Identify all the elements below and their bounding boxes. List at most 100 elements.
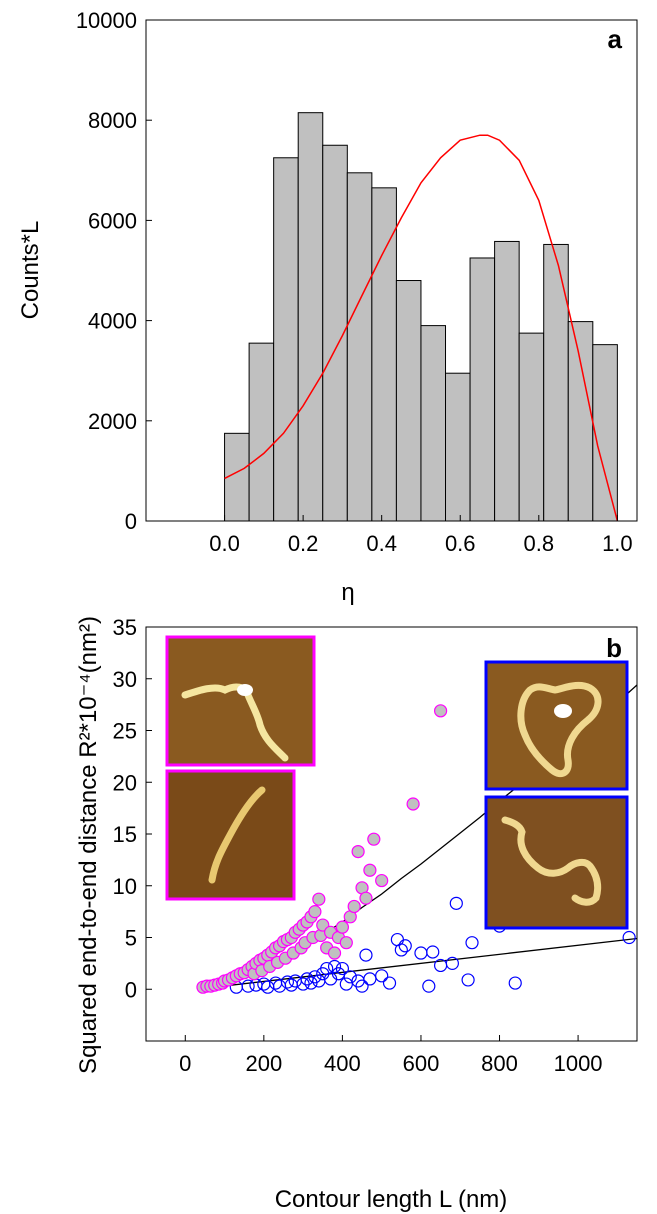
afm-bright-spot [554, 704, 572, 718]
y-tick-label: 20 [113, 770, 137, 795]
x-ticks-b: 0 200 400 600 800 1000 [179, 1035, 603, 1076]
scatter-point-blue [449, 896, 463, 910]
scatter-point-blue [414, 946, 428, 960]
y-tick-label: 6000 [88, 208, 137, 233]
y-axis-label-b: Squared end-to-end distance R²*10⁻⁴(nm²) [75, 616, 102, 1074]
x-tick-label: 0.8 [524, 531, 555, 556]
x-tick-label: 0.6 [445, 531, 476, 556]
scatter-point-magenta [367, 832, 381, 846]
scatter-point-magenta [308, 905, 322, 919]
y-tick-label: 15 [113, 822, 137, 847]
histogram-bar [371, 187, 397, 522]
scatter-point-magenta [312, 892, 326, 906]
y-tick-label: 30 [113, 667, 137, 692]
x-tick-label: 1.0 [602, 531, 633, 556]
afm-inset-image [165, 769, 296, 901]
y-tick-label: 8000 [88, 108, 137, 133]
histogram-bar [420, 325, 447, 522]
scatter-point-blue [335, 961, 349, 976]
scatter-panel: b 0 5 10 15 20 25 30 35 0 200 400 600 800 1000 Conto… [75, 615, 638, 1213]
histogram-bar [248, 342, 275, 522]
scatter-point-blue [508, 976, 522, 990]
y-ticks-b: 0 5 10 15 20 25 30 35 [113, 615, 152, 1002]
x-tick-label: 1000 [554, 1051, 603, 1076]
scatter-point-blue [363, 972, 377, 986]
scatter-point-blue [382, 976, 397, 990]
scatter-point-blue [422, 979, 436, 993]
histogram-bar [395, 280, 422, 522]
y-tick-label: 0 [125, 977, 137, 1002]
histogram-bars [224, 112, 618, 522]
scatter-point-blue [461, 973, 475, 987]
afm-insets [165, 635, 629, 930]
histogram-bar [543, 243, 569, 522]
y-tick-label: 4000 [88, 309, 137, 334]
histogram-bar [494, 240, 520, 522]
scatter-point-magenta [335, 920, 349, 934]
y-tick-label: 10 [113, 874, 137, 899]
histogram-bar [592, 344, 618, 522]
x-axis-label-a: η [341, 579, 354, 606]
scatter-point-blue [308, 970, 322, 984]
x-tick-label: 0.0 [209, 531, 240, 556]
scatter-point-blue [257, 977, 271, 991]
x-tick-label: 0 [179, 1051, 191, 1076]
scatter-point-magenta [363, 863, 377, 877]
x-tick-label: 200 [245, 1051, 282, 1076]
x-tick-label: 800 [481, 1051, 518, 1076]
scatter-point-blue [355, 979, 369, 993]
y-tick-label: 35 [113, 615, 137, 640]
afm-molecule-trace [501, 816, 602, 906]
y-ticks-a: 0 2000 4000 6000 8000 10000 [76, 8, 152, 534]
histogram-bar [469, 257, 496, 522]
scatter-point-blue [343, 970, 357, 984]
plot-frame-a [145, 19, 638, 522]
x-tick-label: 400 [324, 1051, 361, 1076]
afm-molecule-trace [208, 786, 266, 884]
scatter-point-blue [359, 948, 373, 962]
scatter-point-magenta [347, 899, 361, 914]
scatter-point-blue [465, 936, 479, 950]
histogram-bar [346, 172, 373, 522]
histogram-bar [567, 321, 594, 522]
scatter-point-magenta [351, 844, 365, 859]
x-tick-label: 0.2 [288, 531, 319, 556]
afm-molecule-trace [517, 681, 602, 778]
histogram-bar [518, 332, 545, 522]
x-axis-label-b: Contour length L (nm) [275, 1186, 508, 1213]
fit-line [204, 937, 638, 989]
scatter-point-blue [339, 977, 353, 991]
scatter-point-magenta [406, 797, 420, 811]
scatter-point-blue [398, 939, 412, 953]
panel-b-label: b [606, 633, 622, 663]
histogram-panel: a 0 2000 4000 6000 8000 10000 0.0 0.2 0.4 0.6 0.8… [17, 8, 638, 606]
y-tick-label: 10000 [76, 8, 137, 33]
y-tick-label: 5 [125, 926, 137, 951]
scatter-point-magenta [359, 891, 373, 905]
fit-curve [224, 134, 619, 522]
y-axis-label-a: Counts*L [17, 221, 44, 320]
scatter-point-magenta [375, 873, 389, 888]
panel-a-label: a [608, 24, 623, 54]
scatter-point-blue [280, 975, 295, 989]
scatter-point-blue [426, 945, 440, 959]
y-tick-label: 2000 [88, 409, 137, 434]
histogram-bar [445, 372, 471, 522]
x-tick-label: 600 [403, 1051, 440, 1076]
afm-inset-image [484, 660, 629, 791]
scatter-point-magenta [327, 946, 342, 960]
scatter-point-blue [622, 930, 636, 945]
afm-inset-image [484, 795, 629, 930]
scatter-point-blue [327, 959, 342, 974]
scatter-point-blue [375, 969, 389, 983]
scatter-points [196, 704, 636, 994]
afm-inset-image [165, 635, 316, 767]
scatter-point-blue [394, 943, 408, 957]
histogram-bar [273, 157, 299, 522]
y-tick-label: 0 [125, 509, 137, 534]
scatter-point-magenta [434, 704, 448, 718]
y-tick-label: 25 [113, 719, 137, 744]
scatter-point-blue [241, 979, 255, 993]
x-ticks-a: 0.0 0.2 0.4 0.6 0.8 1.0 [209, 515, 633, 556]
